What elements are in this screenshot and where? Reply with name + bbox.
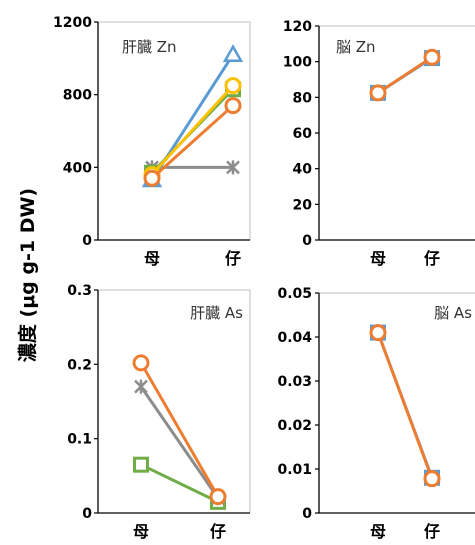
y-axis-label: 濃度 (μg g-1 DW): [2, 155, 46, 395]
y-tick-label: 0: [82, 233, 92, 249]
y-tick-label: 0: [302, 233, 312, 249]
y-tick-label: 20: [293, 197, 313, 213]
y-tick-label: 0.03: [277, 374, 312, 390]
series-2: [369, 324, 441, 488]
x-tick-label: 母: [370, 249, 386, 268]
data-point-marker: [369, 324, 387, 342]
panel-title: 肝臓 As: [190, 304, 243, 322]
series-line: [150, 104, 235, 180]
chart-panel-1: 0 400 800 1200 母 仔 肝臓 Zn: [53, 15, 251, 268]
y-tick-label: 0.01: [277, 462, 312, 478]
x-tick-label: 母: [144, 249, 160, 268]
series-line: [376, 332, 434, 480]
y-tick-label: 1200: [53, 15, 92, 31]
x-tick-label: 母: [133, 522, 149, 541]
series-line: [139, 362, 220, 498]
y-tick-label: 80: [293, 90, 313, 106]
x-tick-label: 仔: [210, 522, 226, 541]
series-line: [150, 84, 235, 176]
data-point-marker: [226, 160, 240, 175]
data-point-marker: [369, 84, 387, 102]
y-tick-label: 0.1: [67, 432, 92, 448]
data-point-marker: [209, 488, 227, 506]
y-tick-label: 800: [63, 88, 92, 104]
chart-panel-4: 0 0.01 0.02 0.03 0.04 0.05 母 仔 脳 As: [277, 286, 475, 541]
y-tick-label: 100: [283, 55, 312, 71]
x-tick-label: 母: [370, 522, 386, 541]
series-2: [369, 48, 441, 102]
x-tick-label: 仔: [424, 249, 440, 268]
data-point-marker: [134, 379, 148, 394]
y-tick-label: 120: [283, 19, 312, 35]
series-5: [143, 97, 242, 187]
chart-panel-3: 0 0.1 0.2 0.3 母 仔 肝臓 As: [67, 283, 251, 541]
y-tick-label: 0.05: [277, 286, 312, 302]
series-line: [140, 463, 219, 504]
y-tick-label: 0.3: [67, 283, 92, 299]
panel-title: 脳 Zn: [336, 38, 376, 56]
y-axis-label-text: 濃度 (μg g-1 DW): [16, 188, 39, 362]
x-tick-label: 仔: [225, 249, 241, 268]
y-tick-label: 0.04: [277, 330, 312, 346]
chart-panel-2: 0 20 40 60 80 100 120 母 仔 脳 Zn: [283, 19, 475, 268]
y-tick-label: 60: [293, 126, 313, 142]
data-point-marker: [133, 456, 149, 473]
data-point-marker: [224, 77, 242, 95]
y-tick-label: 400: [63, 160, 92, 176]
data-point-marker: [222, 44, 244, 62]
panel-title: 脳 As: [434, 304, 472, 322]
series-line: [139, 385, 220, 499]
x-tick-label: 仔: [424, 522, 440, 541]
data-point-marker: [423, 470, 441, 488]
series-line: [377, 55, 433, 95]
panel-title: 肝臓 Zn: [122, 38, 177, 56]
data-point-marker: [423, 48, 441, 66]
y-tick-label: 0.02: [277, 418, 312, 434]
y-tick-label: 0.2: [67, 357, 92, 373]
data-point-marker: [132, 354, 150, 372]
data-point-marker: [143, 169, 161, 187]
plot-frame: [319, 292, 475, 514]
series-3: [132, 354, 227, 506]
data-point-marker: [224, 97, 242, 115]
y-tick-label: 40: [293, 162, 313, 178]
plot-frame: [319, 25, 475, 241]
y-tick-label: 0: [302, 506, 312, 522]
y-tick-label: 0: [82, 506, 92, 522]
